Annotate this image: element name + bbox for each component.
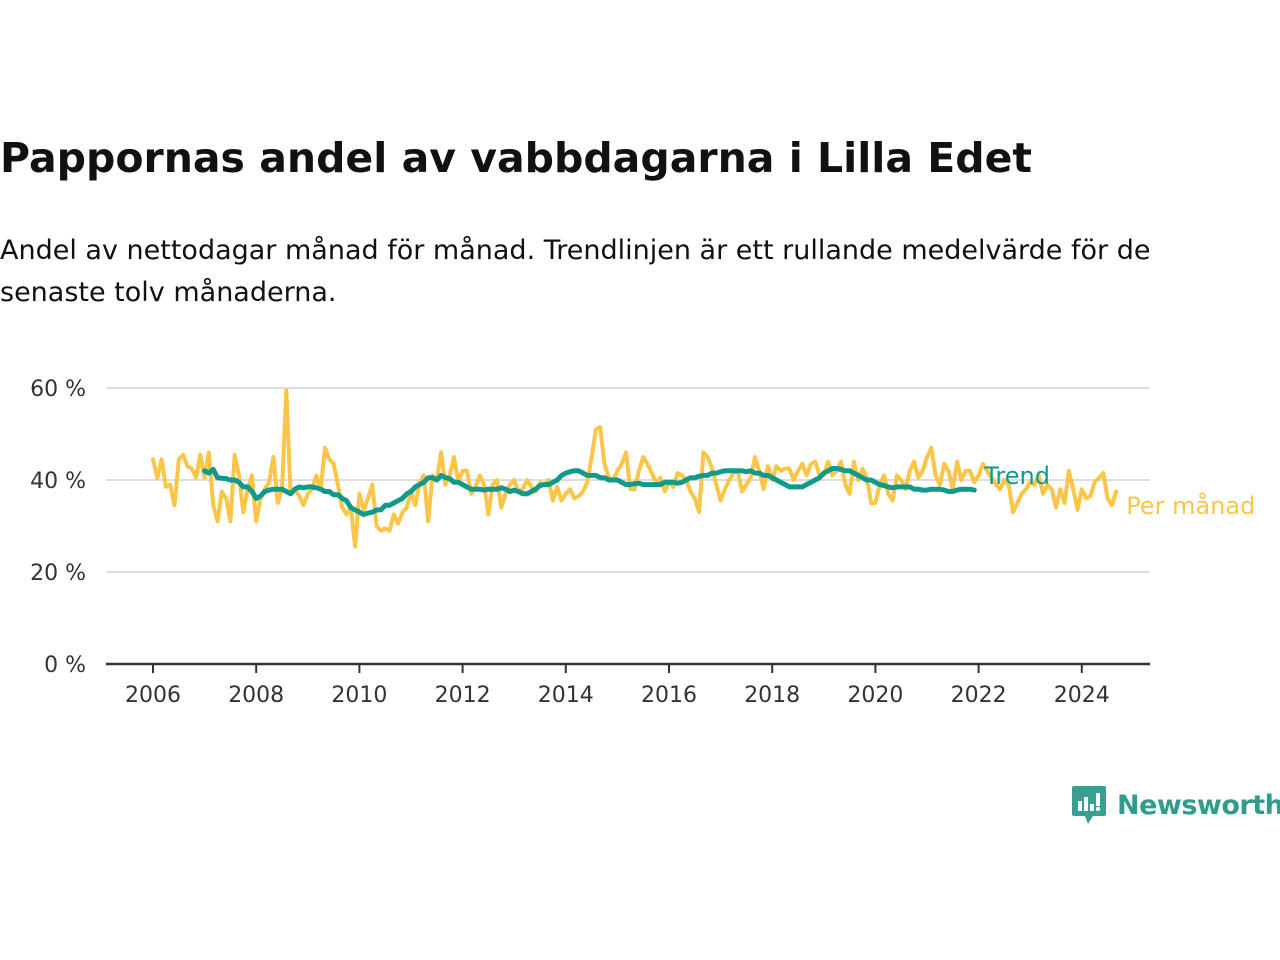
chart-title: Pappornas andel av vabbdagarna i Lilla E… [0,134,1033,182]
x-tick-label: 2014 [538,683,594,708]
brand-name: Newsworthy [1117,789,1280,821]
x-axis: 2006 2008 2010 2012 2014 2016 2018 2020 2022 2024 [125,664,1110,708]
y-axis: 0 % 20 % 40 % 60 % [30,377,86,678]
x-tick-label: 2008 [228,683,284,708]
monthly-label: Per månad [1126,491,1255,520]
x-tick-label: 2018 [744,683,800,708]
chart-subtitle: Andel av nettodagar månad för månad. Tre… [0,235,1151,308]
monthly-line [151,388,1119,549]
y-tick-label: 40 % [30,469,86,494]
trend-label: Trend [983,462,1050,490]
brand: Newsworthy [1071,784,1280,826]
x-tick-label: 2012 [435,683,491,708]
y-tick-label: 0 % [44,653,86,678]
chart-series [151,388,1119,549]
end-labels: Trend Per månad [983,462,1255,520]
y-tick-label: 60 % [30,377,86,402]
newsworthy-logo-icon [1072,786,1106,824]
x-tick-label: 2024 [1054,683,1110,708]
x-tick-label: 2006 [125,683,181,708]
x-tick-label: 2020 [847,683,903,708]
trend-line [202,466,977,517]
x-tick-label: 2010 [331,683,387,708]
x-tick-label: 2022 [951,683,1007,708]
y-tick-label: 20 % [30,561,86,586]
x-tick-label: 2016 [641,683,697,708]
